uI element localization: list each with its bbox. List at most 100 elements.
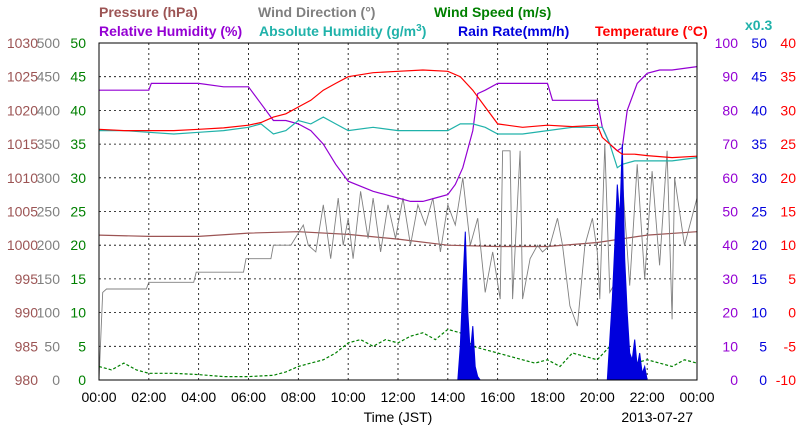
tick-label-rain: 35 <box>751 136 767 152</box>
tick-label-wind-dir: 350 <box>37 136 61 152</box>
tick-label-rain: 20 <box>751 237 767 253</box>
series-temp <box>98 69 698 159</box>
tick-label-temp: 0 <box>788 305 796 321</box>
tick-label-wind-dir: 200 <box>37 237 61 253</box>
tick-label-pressure: 995 <box>15 271 39 287</box>
x-tick-label: 08:00 <box>281 389 316 405</box>
tick-label-rain: 30 <box>751 170 767 186</box>
tick-label-rh: 20 <box>722 305 738 321</box>
tick-label-rain: 5 <box>759 338 767 354</box>
tick-label-rain: 0 <box>759 372 767 388</box>
tick-label-rh: 60 <box>722 170 738 186</box>
plot-frame <box>98 42 698 381</box>
tick-label-temp: 30 <box>780 102 796 118</box>
legend-ah: Absolute Humidity (g/m3) <box>259 23 426 40</box>
series-rain-rate <box>99 144 697 381</box>
tick-label-wind-speed: 45 <box>70 69 86 85</box>
tick-label-temp: 15 <box>780 204 796 220</box>
x-tick-label: 04:00 <box>181 389 216 405</box>
tick-label-wind-dir: 100 <box>37 305 61 321</box>
tick-label-wind-dir: 50 <box>44 338 60 354</box>
tick-label-temp: 35 <box>780 69 796 85</box>
x-tick-label: 12:00 <box>380 389 415 405</box>
series-ah <box>99 116 698 169</box>
legend-rh: Relative Humidity (%) <box>99 23 242 39</box>
x-tick-label: 10:00 <box>331 389 366 405</box>
legend-temp: Temperature (°C) <box>595 23 708 39</box>
right-axes: 0102030405060708090100051015202530354045… <box>715 35 797 388</box>
tick-label-pressure: 1010 <box>7 170 38 186</box>
tick-label-temp: -10 <box>776 372 796 388</box>
tick-label-wind-speed: 40 <box>70 102 86 118</box>
left-axes: 9809859909951000100510101015102010251030… <box>7 35 86 388</box>
tick-label-temp: 10 <box>780 237 796 253</box>
tick-label-pressure: 1020 <box>7 102 38 118</box>
legend: Pressure (hPa) Wind Direction (°) Wind Spe… <box>99 4 772 39</box>
series-rh <box>99 66 698 202</box>
x-tick-label: 00:00 <box>81 389 116 405</box>
tick-label-wind-dir: 300 <box>37 170 61 186</box>
tick-label-wind-speed: 20 <box>70 237 86 253</box>
legend-ah-scale: x0.3 <box>745 17 772 33</box>
tick-label-pressure: 980 <box>15 372 39 388</box>
x-tick-label: 20:00 <box>580 389 615 405</box>
tick-label-pressure: 985 <box>15 338 39 354</box>
tick-label-rh: 80 <box>722 102 738 118</box>
tick-label-rain: 50 <box>751 35 767 51</box>
legend-wind-dir: Wind Direction (°) <box>258 4 375 20</box>
tick-label-rain: 40 <box>751 102 767 118</box>
tick-label-temp: -5 <box>784 338 797 354</box>
grid-lines <box>99 43 697 380</box>
x-axis: 00:00 02:00 04:00 06:00 08:00 10:00 12:00 14:00… <box>81 389 714 405</box>
tick-label-wind-speed: 15 <box>70 271 86 287</box>
tick-label-wind-dir: 0 <box>52 372 60 388</box>
tick-label-pressure: 1005 <box>7 204 38 220</box>
tick-label-wind-speed: 35 <box>70 136 86 152</box>
tick-label-pressure: 1000 <box>7 237 38 253</box>
series-pressure <box>98 231 698 248</box>
tick-label-rh: 30 <box>722 271 738 287</box>
series-wind-dir <box>98 144 698 381</box>
tick-label-rh: 90 <box>722 69 738 85</box>
tick-label-pressure: 1025 <box>7 69 38 85</box>
tick-label-temp: 5 <box>788 271 796 287</box>
tick-label-rh: 40 <box>722 237 738 253</box>
tick-label-rain: 25 <box>751 204 767 220</box>
tick-label-wind-dir: 250 <box>37 204 61 220</box>
tick-label-temp: 25 <box>780 136 796 152</box>
tick-label-rh: 100 <box>715 35 739 51</box>
tick-label-wind-speed: 0 <box>78 372 86 388</box>
tick-label-rain: 45 <box>751 69 767 85</box>
tick-label-rain: 15 <box>751 271 767 287</box>
legend-rain: Rain Rate(mm/h) <box>458 23 569 39</box>
x-tick-label: 22:00 <box>630 389 665 405</box>
tick-label-wind-dir: 150 <box>37 271 61 287</box>
plot-area <box>98 66 698 381</box>
legend-wind-speed: Wind Speed (m/s) <box>434 4 551 20</box>
legend-pressure: Pressure (hPa) <box>99 4 198 20</box>
tick-label-rh: 50 <box>722 204 738 220</box>
tick-label-pressure: 1015 <box>7 136 38 152</box>
tick-label-rain: 10 <box>751 305 767 321</box>
x-tick-label: 16:00 <box>480 389 515 405</box>
x-tick-label: 14:00 <box>430 389 465 405</box>
series-wind-speed <box>98 328 698 378</box>
x-tick-label: 06:00 <box>231 389 266 405</box>
tick-label-wind-dir: 500 <box>37 35 61 51</box>
tick-label-rh: 10 <box>722 338 738 354</box>
x-tick-label: 00:00 <box>679 389 714 405</box>
tick-label-wind-speed: 5 <box>78 338 86 354</box>
tick-label-wind-speed: 10 <box>70 305 86 321</box>
tick-label-temp: 20 <box>780 170 796 186</box>
tick-label-pressure: 1030 <box>7 35 38 51</box>
tick-label-wind-speed: 50 <box>70 35 86 51</box>
tick-label-wind-dir: 400 <box>37 102 61 118</box>
x-axis-label: Time (JST) <box>364 409 433 425</box>
tick-label-temp: 40 <box>780 35 796 51</box>
x-tick-label: 18:00 <box>530 389 565 405</box>
tick-label-rh: 70 <box>722 136 738 152</box>
tick-label-rh: 0 <box>730 372 738 388</box>
x-tick-label: 02:00 <box>131 389 166 405</box>
